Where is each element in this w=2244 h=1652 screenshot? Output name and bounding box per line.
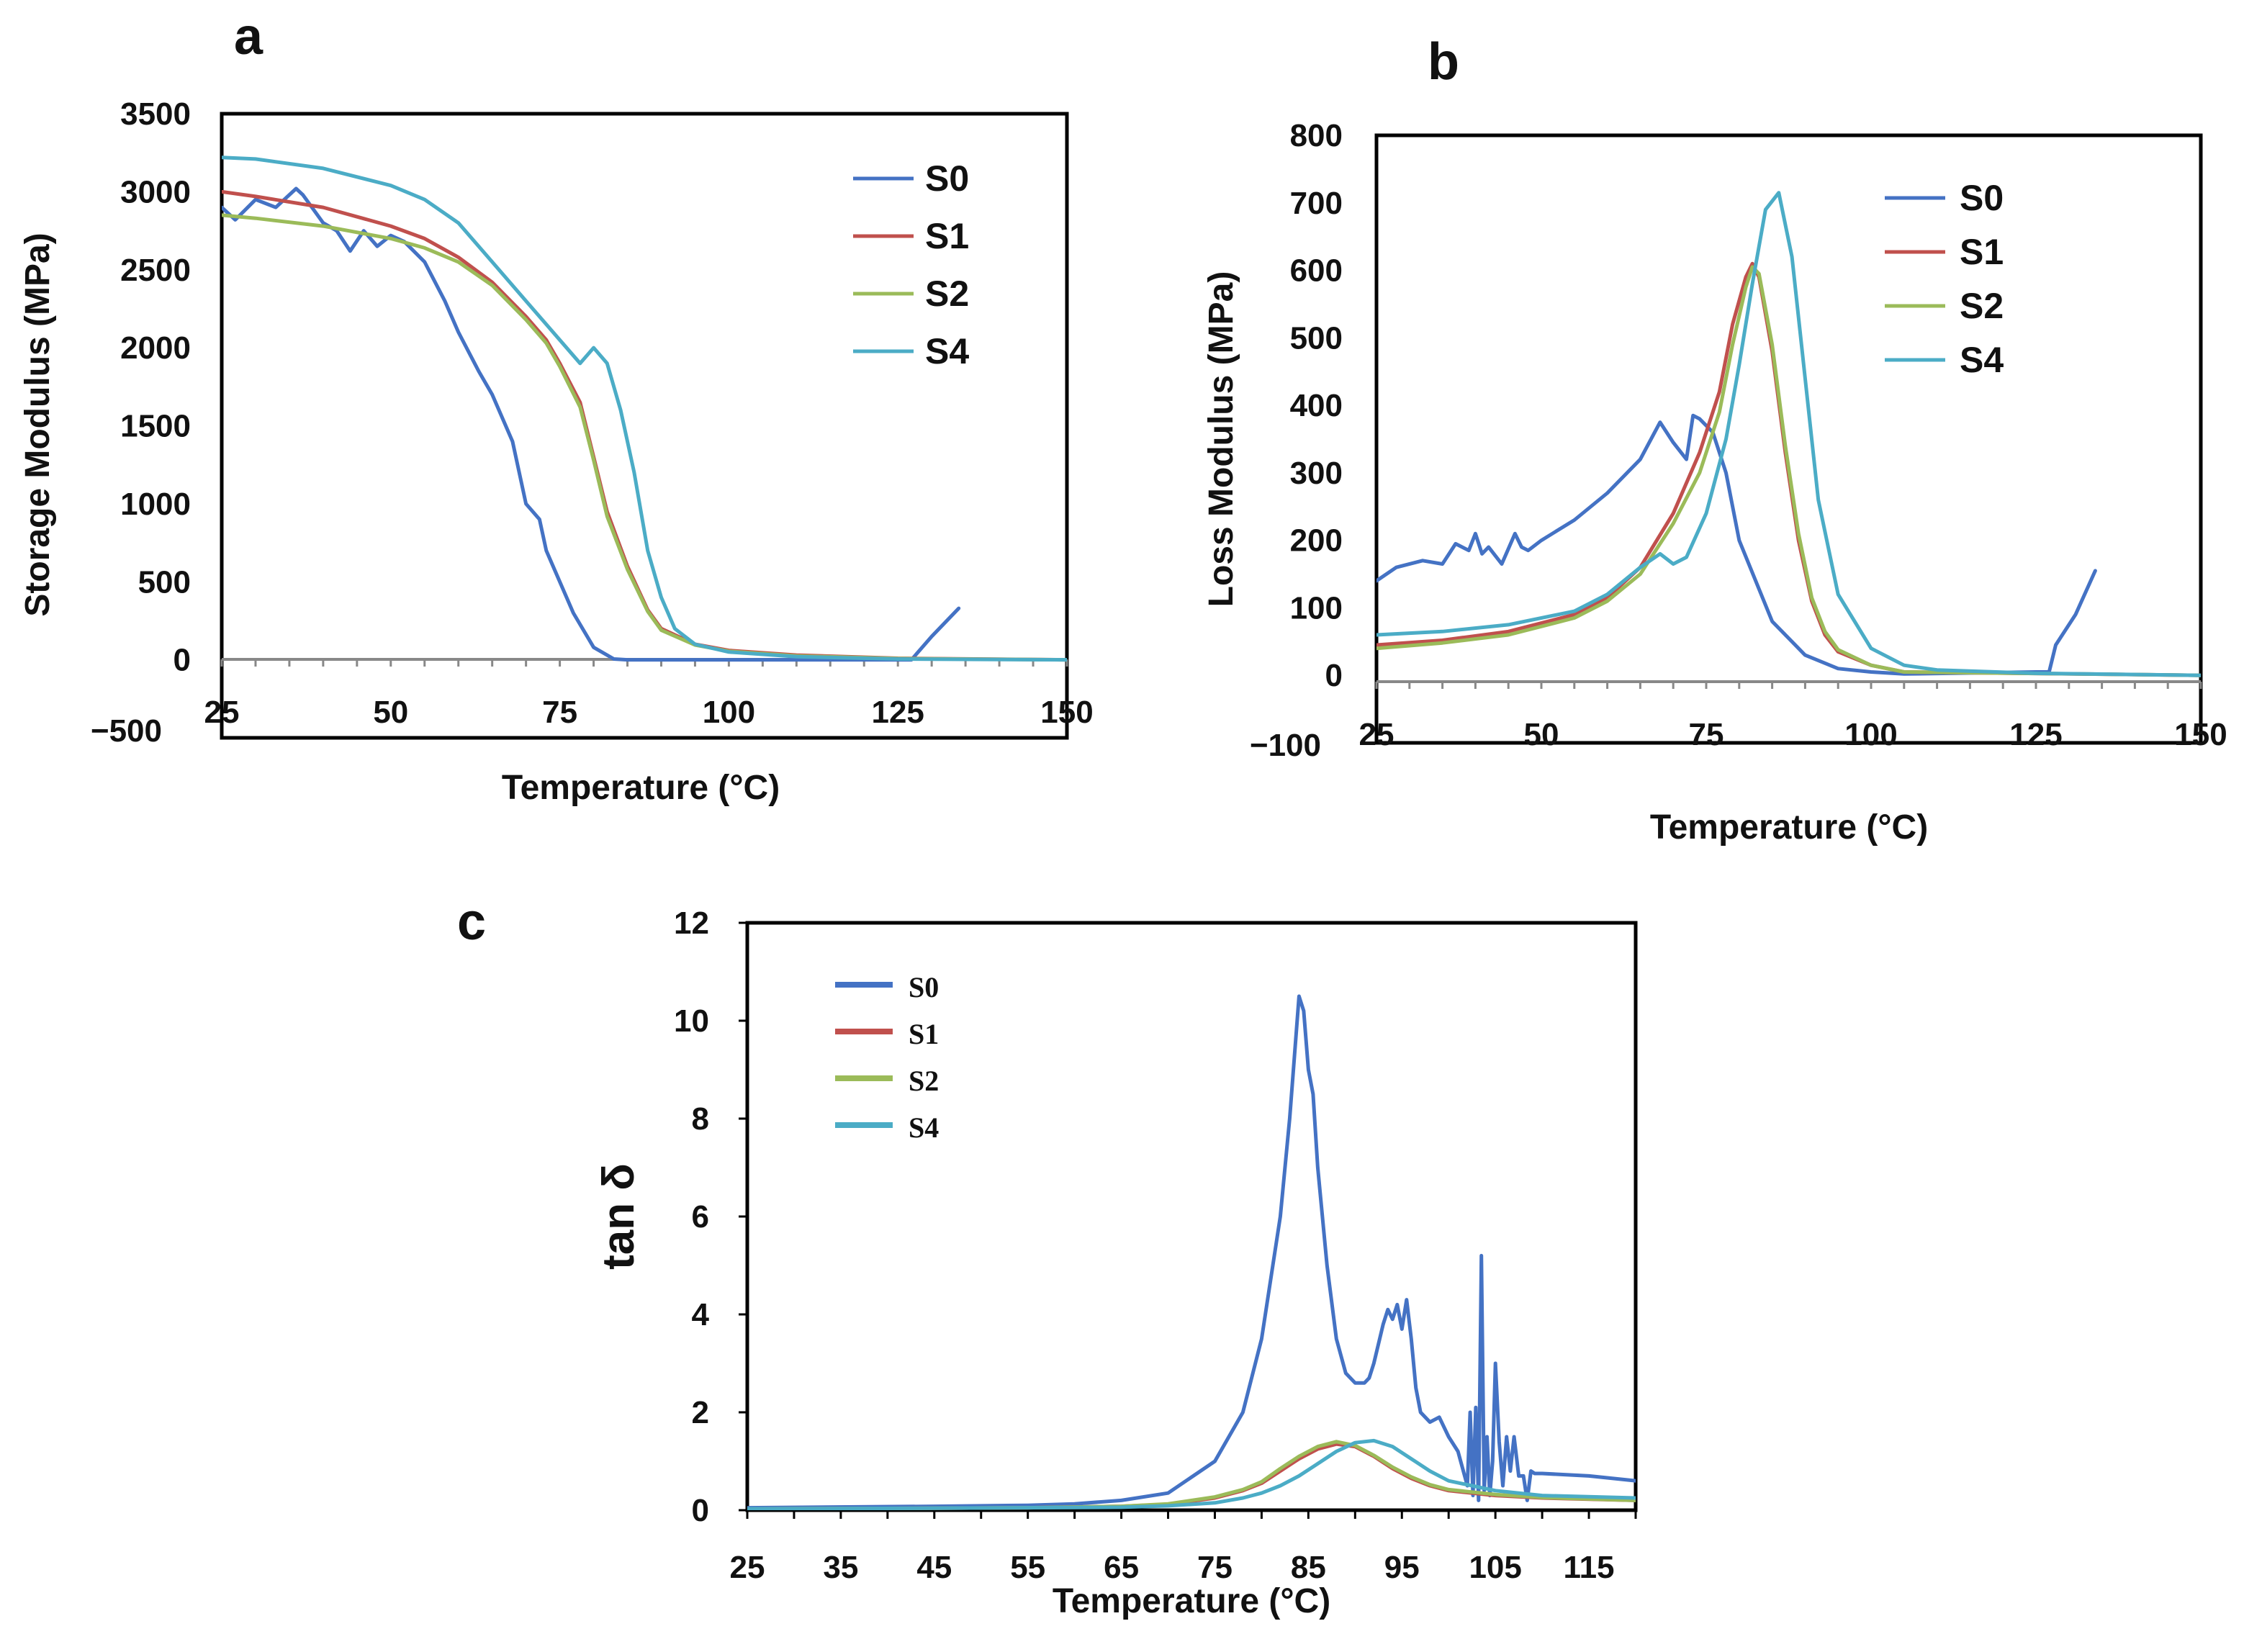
- x-tick-label-a: 50: [373, 695, 408, 730]
- x-tick-label-c: 115: [1564, 1550, 1615, 1585]
- y-tick-label-c: 0: [692, 1493, 709, 1528]
- series-line-a-s4: [222, 155, 1067, 662]
- legend-label-s4: S4: [925, 331, 969, 371]
- y-tick-label-c: 4: [692, 1297, 710, 1332]
- y-tick-label-a: 0: [174, 643, 191, 678]
- x-tick-label-a: 100: [703, 695, 755, 730]
- x-tick-label-b: 25: [1359, 717, 1394, 752]
- legend-a: S0 S1 S2 S4: [853, 158, 969, 371]
- y-tick-label-c: 6: [692, 1199, 709, 1235]
- panel-letter-b: b: [1428, 33, 1459, 91]
- x-tick-label-b: 125: [2009, 717, 2062, 752]
- x-tick-label-c: 105: [1469, 1550, 1521, 1585]
- panel-letter-a: a: [234, 8, 263, 66]
- y-tick-label-a: 1000: [120, 487, 191, 522]
- x-axis-title-c: Temperature (°C): [1053, 1582, 1330, 1620]
- series-group-b: [1376, 191, 2201, 677]
- x-tick-label-b: 50: [1524, 717, 1559, 752]
- y-tick-label-c: 12: [674, 906, 709, 941]
- legend-label-s1: S1: [925, 216, 969, 256]
- series-line-a-s1: [222, 189, 1067, 662]
- x-tick-label-c: 95: [1384, 1550, 1420, 1585]
- y-tick-label-a: 3500: [120, 96, 191, 132]
- legend-label-s4: S4: [1960, 340, 2004, 380]
- y-tick-label-a: 2000: [120, 330, 191, 366]
- x-tick-label-c: 55: [1010, 1550, 1045, 1585]
- x-tick-label-c: 65: [1104, 1550, 1139, 1585]
- x-tick-label-c: 45: [916, 1550, 952, 1585]
- plot-frame-c: [745, 921, 1638, 1512]
- chart-panel-c: c 25 35 45 55 65 75 85 95 105 115 0 2 4 6 8 10 12 Temperat…: [457, 893, 1638, 1620]
- legend-label-s1: S1: [909, 1018, 939, 1050]
- chart-panel-a: a 25 50 75 100 125 150 −500 0 500 1000 1500 2000 2500…: [19, 8, 1094, 807]
- x-tick-label-b: 100: [1844, 717, 1897, 752]
- series-line-c-s4: [747, 1438, 1636, 1510]
- y-axis-title-b: Loss Modulus (MPa): [1202, 271, 1240, 608]
- y-tick-label-b: 0: [1325, 658, 1343, 693]
- x-tick-label-c: 85: [1291, 1550, 1326, 1585]
- y-tick-label-b: 500: [1290, 320, 1343, 356]
- x-axis-title-a: Temperature (°C): [502, 769, 780, 807]
- series-line-b-s0: [1376, 413, 2097, 676]
- series-group-c: [747, 994, 1636, 1510]
- legend-label-s2: S2: [909, 1065, 939, 1097]
- y-tick-label-b: 600: [1290, 253, 1343, 289]
- x-tick-label-a: 150: [1040, 695, 1093, 730]
- y-tick-label-b: 300: [1290, 456, 1343, 491]
- y-tick-label-b: −100: [1250, 728, 1321, 763]
- y-tick-label-b: 800: [1290, 118, 1343, 153]
- y-tick-label-b: 400: [1290, 388, 1343, 423]
- x-tick-label-b: 150: [2174, 717, 2227, 752]
- x-tick-label-c: 75: [1197, 1550, 1233, 1585]
- legend-label-s2: S2: [1960, 286, 2004, 326]
- y-tick-label-c: 2: [692, 1395, 709, 1430]
- legend-label-s0: S0: [909, 971, 939, 1003]
- y-tick-label-c: 8: [692, 1101, 709, 1137]
- legend-label-s1: S1: [1960, 232, 2004, 272]
- x-tick-label-c: 25: [730, 1550, 765, 1585]
- legend-label-s0: S0: [925, 158, 969, 199]
- legend-label-s4: S4: [909, 1111, 939, 1144]
- legend-label-s0: S0: [1960, 178, 2004, 218]
- plot-frame-b: [1374, 133, 2203, 745]
- y-tick-label-a: 3000: [120, 174, 191, 209]
- legend-label-s2: S2: [925, 274, 969, 314]
- x-tick-label-b: 75: [1689, 717, 1724, 752]
- y-tick-label-a: 2500: [120, 253, 191, 288]
- plot-frame-a: [220, 112, 1069, 740]
- y-tick-label-c: 10: [674, 1003, 709, 1039]
- series-line-c-s0: [747, 994, 1636, 1510]
- x-tick-label-a: 75: [542, 695, 577, 730]
- x-axis-title-b: Temperature (°C): [1650, 808, 1928, 847]
- legend-b: S0 S1 S2 S4: [1885, 178, 2004, 380]
- y-tick-label-b: 200: [1290, 523, 1343, 559]
- panel-letter-c: c: [457, 893, 486, 951]
- series-group-a: [222, 155, 1067, 662]
- series-line-b-s2: [1376, 265, 2201, 677]
- y-tick-label-a: 500: [138, 564, 191, 600]
- y-tick-label-a: 1500: [120, 409, 191, 444]
- series-line-b-s4: [1376, 191, 2201, 677]
- y-axis-title-a: Storage Modulus (MPa): [19, 233, 57, 616]
- y-axis-title-c: tan δ: [594, 1163, 644, 1270]
- y-tick-label-b: 100: [1290, 590, 1343, 626]
- x-tick-label-a: 125: [871, 695, 924, 730]
- series-line-a-s0: [222, 186, 961, 662]
- y-tick-label-b: 700: [1290, 186, 1343, 221]
- x-tick-label-c: 35: [823, 1550, 858, 1585]
- y-tick-label-a: −500: [91, 713, 162, 749]
- x-tick-label-a: 25: [204, 695, 240, 730]
- chart-panel-b: b 25 50 75 100 125 150 −1000 100 200 300 400 500 600 7…: [1202, 33, 2227, 847]
- legend-c: S0 S1 S2 S4: [835, 971, 939, 1144]
